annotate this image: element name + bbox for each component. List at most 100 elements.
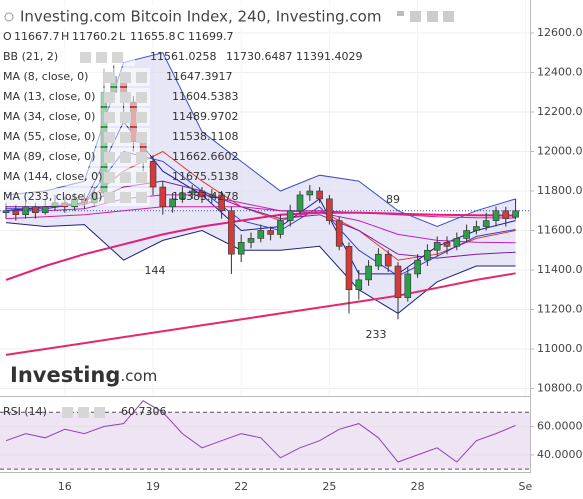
legend-icon <box>136 152 147 163</box>
x-axis-border <box>0 472 531 473</box>
logo-main: Investing <box>10 363 120 387</box>
legend-value: 11604.5383 <box>172 90 238 103</box>
legend-icon <box>104 112 115 123</box>
y-tick-label: 11800.0 <box>537 184 583 197</box>
legend-label: MA (89, close, 0) <box>3 150 95 163</box>
legend-label: MA (144, close, 0) <box>3 170 102 183</box>
candle-body <box>482 220 490 227</box>
logo-suffix: .com <box>120 367 157 385</box>
legend-icon <box>120 132 131 143</box>
legend-icon <box>104 72 115 83</box>
candle-body <box>345 245 353 291</box>
candle-body <box>198 190 206 198</box>
rsi-value: 60.7306 <box>121 405 167 418</box>
rsi-label: RSI (14) <box>3 405 47 418</box>
candle-body <box>267 230 274 235</box>
ma-line <box>6 194 516 244</box>
ohlc-letter: H <box>61 30 69 43</box>
legend-label: MA (13, close, 0) <box>3 90 95 103</box>
legend-icon <box>120 72 131 83</box>
legend-value: 11383.4278 <box>172 190 238 203</box>
legend-icon <box>136 112 147 123</box>
title-icon <box>397 11 404 16</box>
candle-body <box>306 190 314 196</box>
legend-icon <box>78 407 89 418</box>
legend-value: 11561.0258 <box>150 50 216 63</box>
legend-icon <box>104 132 115 143</box>
candle-body <box>375 253 382 267</box>
candle-body <box>453 238 461 247</box>
candle-body <box>384 253 392 267</box>
candle-body <box>277 220 284 235</box>
candle-body <box>473 226 480 231</box>
y-tick-label: 12200.0 <box>537 105 583 118</box>
candle-body <box>208 194 216 198</box>
candle-body <box>335 220 343 247</box>
legend-icon <box>104 192 115 203</box>
ohlc-letter: C <box>177 30 185 43</box>
ohlc-value: 11667.7 <box>14 30 60 43</box>
x-tick-label: 28 <box>411 480 425 493</box>
candle-body <box>316 190 323 200</box>
candle-body <box>492 210 500 221</box>
rsi-line <box>5 400 516 463</box>
candle-body <box>41 206 49 214</box>
candle-body <box>169 198 176 208</box>
y-tick-label: 11000.0 <box>537 342 583 355</box>
candle-body <box>228 210 235 255</box>
x-tick-label: Se <box>519 480 533 493</box>
ohlc-letter: L <box>119 30 126 43</box>
legend-value: 11662.6602 <box>172 150 238 163</box>
ohlc-value: 11655.8 <box>130 30 176 43</box>
y-tick-label: 60.0000 <box>537 419 583 432</box>
bollinger-line <box>5 222 516 315</box>
title-icon <box>427 11 438 22</box>
candle-body <box>296 194 304 212</box>
legend-icon <box>136 92 147 103</box>
legend-icon <box>136 72 147 83</box>
legend-icon <box>120 172 131 183</box>
status-dot <box>4 12 14 22</box>
ohlc-letter: O <box>3 30 12 43</box>
title-icon <box>410 11 421 22</box>
y-tick-label: 40.0000 <box>537 448 583 461</box>
legend-icon <box>120 192 131 203</box>
legend-icon <box>62 407 73 418</box>
legend-value: 11647.3917 <box>166 70 232 83</box>
x-tick-label: 16 <box>58 480 72 493</box>
candle-body <box>414 259 421 275</box>
candle-body <box>433 242 441 251</box>
legend-icon <box>136 172 147 183</box>
candle-body <box>463 230 470 239</box>
ma-line <box>5 211 516 281</box>
x-tick-label: 25 <box>322 480 336 493</box>
candle-body <box>443 242 451 247</box>
legend-icon <box>104 172 115 183</box>
legend-icon <box>104 152 115 163</box>
legend-icon <box>120 112 131 123</box>
legend-label: MA (34, close, 0) <box>3 110 95 123</box>
panel-separator <box>0 396 530 397</box>
y-tick-label: 12400.0 <box>537 65 583 78</box>
legend-icon <box>112 52 123 63</box>
candle-body <box>188 190 196 194</box>
title-bg <box>0 6 400 28</box>
y-tick-label: 12000.0 <box>537 144 583 157</box>
candle-body <box>365 265 372 281</box>
y-tick-label: 11400.0 <box>537 263 583 276</box>
legend-value: 11538.1108 <box>172 130 238 143</box>
rsi-area <box>0 400 530 470</box>
candle-body <box>404 273 412 298</box>
y-tick-label: 10800.0 <box>537 381 583 394</box>
candle-body <box>237 242 245 255</box>
x-tick-label: 19 <box>146 480 160 493</box>
title-icon <box>443 11 454 22</box>
legend-label: MA (55, close, 0) <box>3 130 95 143</box>
candle-body <box>149 161 157 188</box>
candle-body <box>22 206 29 215</box>
candle-body <box>394 265 402 298</box>
legend-icon <box>96 52 107 63</box>
rsi-band <box>0 412 530 470</box>
candle-body <box>326 198 333 221</box>
